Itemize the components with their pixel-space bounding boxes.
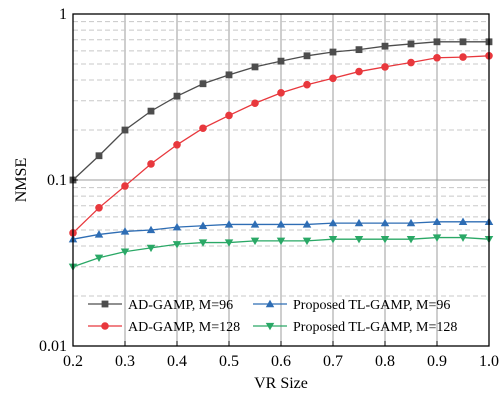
data-point: [198, 221, 208, 229]
x-tick-label: 0.4: [167, 353, 187, 370]
legend-label: Proposed TL-GAMP, M=96: [293, 298, 450, 313]
data-point: [198, 239, 208, 247]
data-point: [432, 234, 442, 242]
data-point: [251, 99, 259, 108]
x-tick-label: 0.5: [219, 353, 239, 370]
legend-label: AD-GAMP, M=128: [128, 320, 240, 335]
data-point: [303, 80, 311, 89]
x-tick-labels: 0.2 0.3 0.4 0.5 0.6 0.7 0.8 0.9 1.0: [63, 341, 499, 370]
data-point: [121, 126, 129, 134]
series-2: [69, 52, 493, 237]
data-point: [329, 48, 337, 56]
data-point: [94, 254, 104, 263]
legend-item: Proposed TL-GAMP, M=128: [253, 320, 457, 335]
data-point: [225, 111, 233, 120]
data-point: [199, 80, 207, 88]
data-point: [121, 182, 129, 190]
data-point: [328, 218, 338, 227]
data-point: [101, 322, 109, 330]
data-point: [120, 248, 130, 256]
data-point: [173, 92, 181, 100]
data-point: [120, 227, 130, 235]
data-point: [146, 244, 156, 253]
legend-item: AD-GAMP, M=96: [88, 298, 233, 313]
legend: AD-GAMP, M=96 AD-GAMP, M=128 Proposed TL-G…: [88, 298, 457, 335]
data-point: [277, 57, 285, 65]
data-point: [380, 218, 390, 227]
data-point: [458, 217, 468, 225]
data-point: [146, 225, 156, 234]
data-point: [276, 220, 286, 228]
data-point: [381, 42, 389, 50]
data-point: [433, 53, 441, 62]
data-point: [406, 235, 416, 244]
data-point: [225, 71, 233, 79]
data-point: [101, 300, 109, 308]
y-tick-label: 1: [59, 6, 67, 23]
x-tick-label: 0.6: [271, 353, 291, 370]
x-tick-label: 1.0: [479, 353, 499, 370]
y-tick-label: 0.01: [39, 338, 67, 355]
data-point: [459, 38, 467, 46]
data-point: [302, 220, 312, 228]
data-point: [459, 53, 467, 61]
data-point: [251, 63, 259, 71]
data-point: [303, 52, 311, 60]
data-point: [224, 220, 234, 228]
x-tick-label: 0.3: [115, 353, 135, 370]
data-point: [355, 46, 363, 54]
data-point: [354, 218, 364, 227]
data-point: [250, 237, 260, 246]
x-tick-label: 0.2: [63, 353, 83, 370]
data-point: [147, 107, 155, 115]
data-point: [302, 237, 312, 246]
data-point: [328, 235, 338, 244]
data-point: [172, 241, 182, 249]
data-point: [433, 38, 441, 46]
legend-item: Proposed TL-GAMP, M=96: [253, 298, 450, 313]
x-tick-label: 0.7: [323, 353, 343, 370]
data-point: [265, 299, 275, 308]
data-point: [354, 235, 364, 244]
x-axis-title: VR Size: [254, 375, 308, 392]
data-point: [355, 67, 363, 76]
legend-item: AD-GAMP, M=128: [88, 320, 240, 335]
data-point: [329, 74, 337, 83]
data-point: [380, 235, 390, 244]
data-point: [95, 204, 103, 212]
data-point: [224, 239, 234, 247]
data-point: [276, 237, 286, 246]
series-3: [68, 217, 494, 243]
x-tick-label: 0.8: [375, 353, 395, 370]
data-point: [147, 160, 155, 168]
data-point: [94, 230, 104, 238]
data-point: [265, 322, 275, 331]
data-point: [250, 220, 260, 228]
data-point: [95, 152, 103, 160]
data-point: [432, 217, 442, 225]
data-point: [407, 58, 415, 67]
x-tick-label: 0.9: [427, 353, 447, 370]
data-point: [277, 89, 285, 97]
data-point: [381, 63, 389, 71]
data-point: [173, 140, 181, 149]
data-point: [458, 234, 468, 242]
legend-label: Proposed TL-GAMP, M=128: [293, 320, 457, 335]
data-point: [172, 222, 182, 231]
y-tick-label: 0.1: [47, 172, 67, 189]
data-point: [407, 40, 415, 48]
y-axis-title: NMSE: [13, 158, 30, 202]
data-point: [406, 218, 416, 227]
legend-label: AD-GAMP, M=96: [128, 298, 233, 313]
grid: [72, 14, 490, 347]
y-tick-labels: 0.01 0.1 1: [39, 6, 78, 355]
data-point: [199, 124, 207, 133]
